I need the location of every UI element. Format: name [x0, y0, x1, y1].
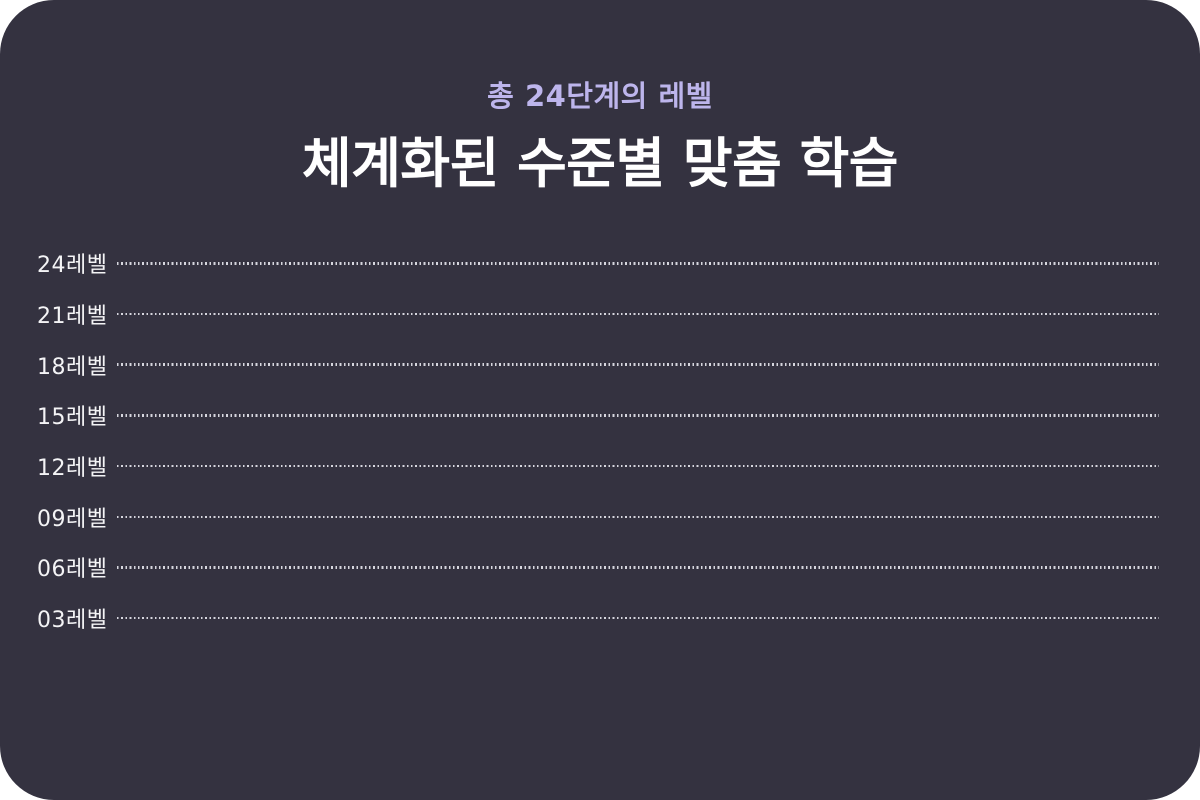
dotted-leader-line [117, 566, 1159, 569]
dotted-leader-line [117, 262, 1159, 265]
dotted-leader-line [117, 464, 1159, 468]
card-subtitle: 총 24단계의 레벨 [487, 79, 713, 113]
level-row: 09레벨 [37, 491, 1159, 542]
level-row: 21레벨 [37, 289, 1159, 340]
level-label: 06레벨 [37, 557, 108, 583]
level-label: 12레벨 [37, 456, 108, 482]
level-label: 03레벨 [37, 608, 108, 634]
level-label: 21레벨 [37, 304, 108, 330]
dotted-leader-line [117, 363, 1159, 366]
level-label: 18레벨 [37, 354, 108, 380]
page-title: 체계화된 수준별 맞춤 학습 [302, 132, 898, 195]
level-row: 15레벨 [37, 390, 1159, 441]
level-list: 24레벨 21레벨 18레벨 15레벨 12레벨 09레벨 06레벨 [37, 238, 1159, 644]
level-label: 24레벨 [37, 253, 108, 279]
dotted-leader-line [117, 312, 1159, 316]
level-label: 09레벨 [37, 506, 108, 532]
level-row: 18레벨 [37, 339, 1159, 390]
dotted-leader-line [117, 616, 1159, 620]
dotted-leader-line [117, 414, 1159, 417]
level-row: 06레벨 [37, 542, 1159, 593]
level-row: 12레벨 [37, 441, 1159, 492]
level-row: 03레벨 [37, 593, 1159, 644]
level-row: 24레벨 [37, 238, 1159, 289]
level-label: 15레벨 [37, 405, 108, 431]
dotted-leader-line [117, 515, 1159, 519]
